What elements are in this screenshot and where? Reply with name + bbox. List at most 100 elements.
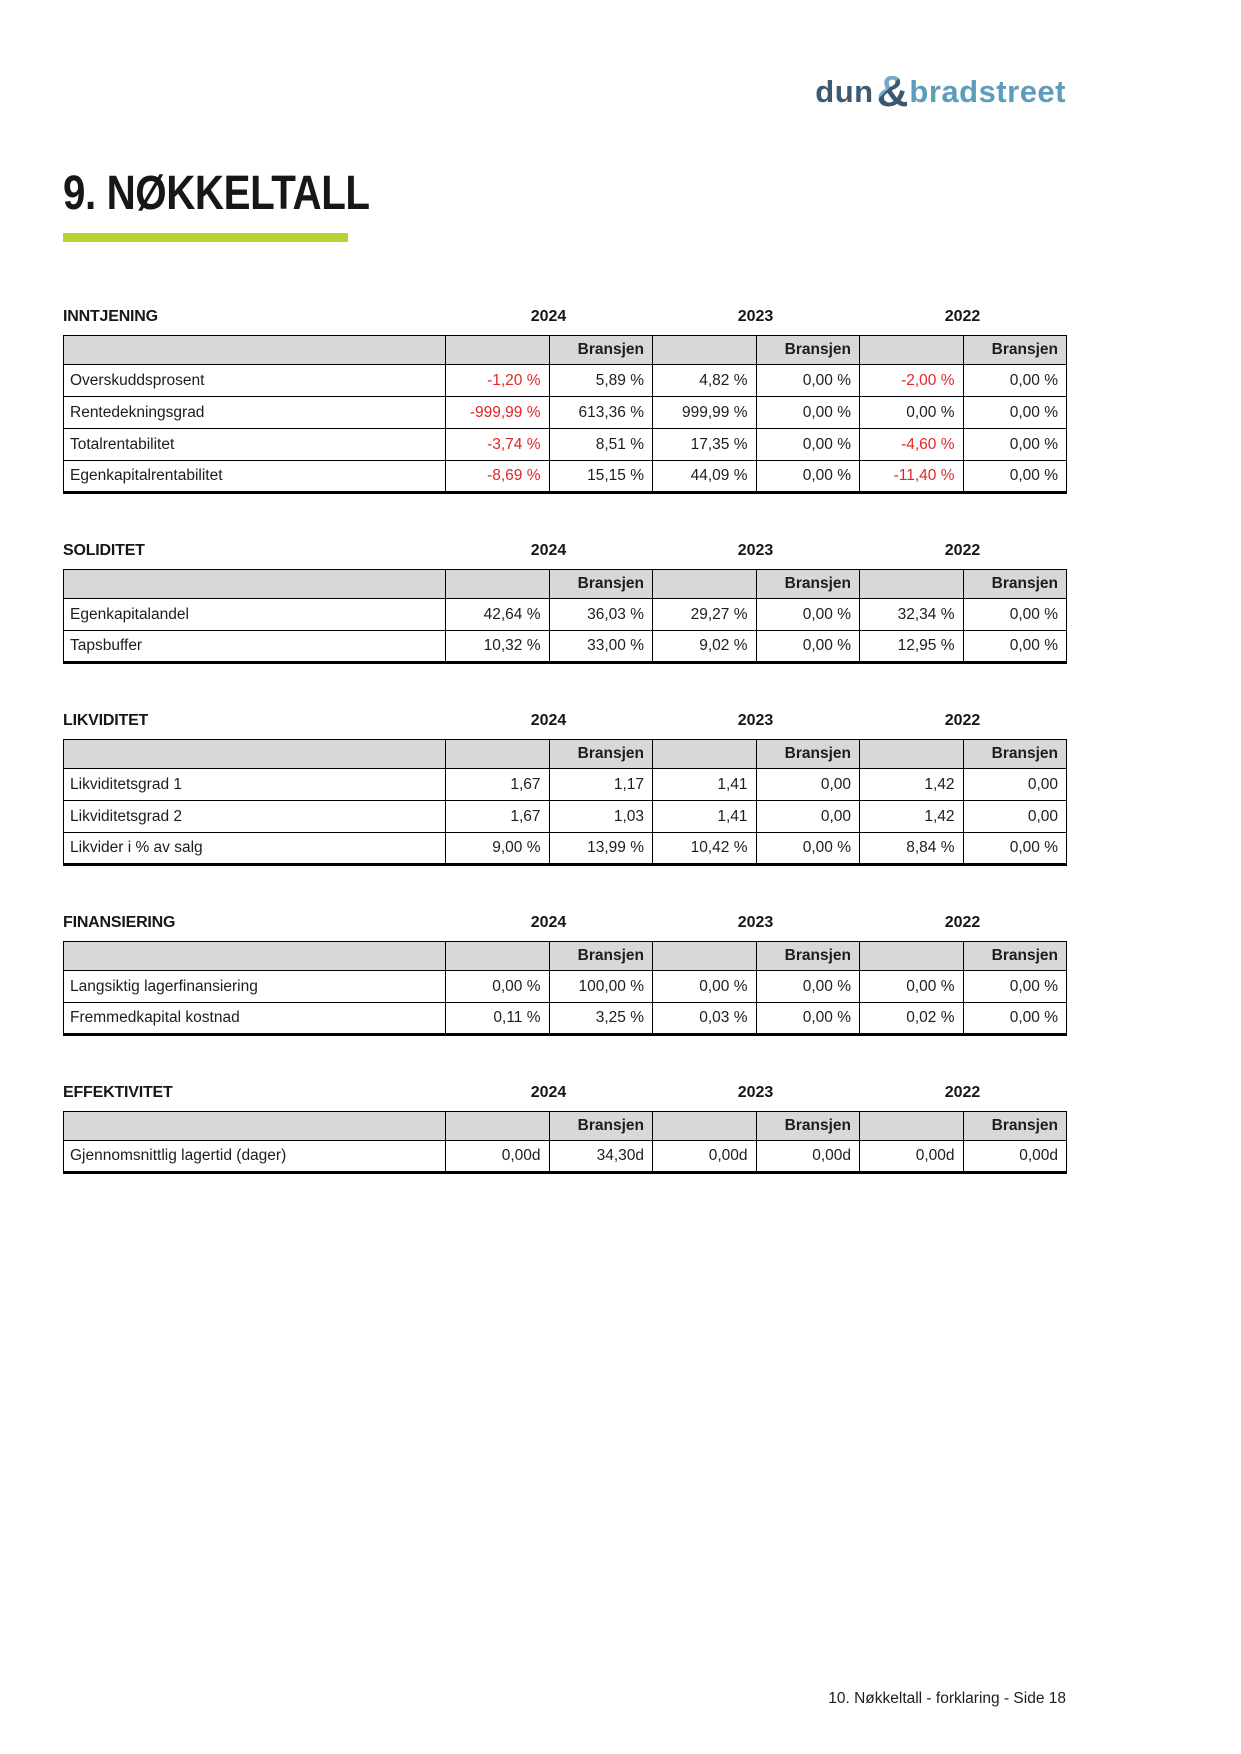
- title-underline-bar: [63, 233, 348, 242]
- row-label: Likviditetsgrad 1: [63, 768, 446, 801]
- year-label: 2022: [944, 712, 981, 729]
- bransjen-header-cell: Bransjen: [755, 569, 860, 599]
- year-label: 2023: [737, 712, 774, 729]
- value-cell: 0,00 %: [445, 970, 550, 1003]
- value-cell: 15,15 %: [548, 460, 653, 493]
- value-cell: 1,67: [445, 800, 550, 833]
- value-cell: 0,00 %: [962, 364, 1067, 397]
- year-label: 2024: [530, 1084, 567, 1101]
- bransjen-header-cell: Bransjen: [962, 1111, 1067, 1141]
- row-label: Likvider i % av salg: [63, 832, 446, 865]
- value-cell: 0,00: [962, 800, 1067, 833]
- logo-ampersand-icon: &: [876, 67, 909, 116]
- value-cell: 0,00 %: [755, 364, 860, 397]
- row-label: Egenkapitalrentabilitet: [63, 460, 446, 493]
- bransjen-header-cell: Bransjen: [548, 1111, 653, 1141]
- section-finansiering: FINANSIERING 2024 2023 2022 Bransjen Bransjen…: [63, 914, 1067, 1036]
- value-cell: 1,42: [859, 768, 964, 801]
- year-label: 2023: [737, 914, 774, 931]
- section-title: SOLIDITET: [63, 542, 145, 559]
- bransjen-header-cell: Bransjen: [755, 335, 860, 365]
- year-value-header-cell: [445, 569, 550, 599]
- value-cell: 0,00 %: [962, 970, 1067, 1003]
- year-value-header-cell: [652, 335, 757, 365]
- bransjen-header-cell: Bransjen: [548, 569, 653, 599]
- value-cell: 0,03 %: [652, 1002, 757, 1035]
- value-cell: 0,00 %: [859, 970, 964, 1003]
- value-cell: 4,82 %: [652, 364, 757, 397]
- table-header-row: Bransjen Bransjen Bransjen: [63, 739, 1067, 769]
- year-label: 2022: [944, 542, 981, 559]
- section-inntjening: INNTJENING 2024 2023 2022 Bransjen Bransjen Br…: [63, 308, 1067, 494]
- bransjen-header-cell: Bransjen: [548, 941, 653, 971]
- value-cell: -999,99 %: [445, 396, 550, 429]
- value-cell: 0,00d: [859, 1140, 964, 1173]
- value-cell: 0,00d: [962, 1140, 1067, 1173]
- value-cell: 32,34 %: [859, 598, 964, 631]
- table-row: Fremmedkapital kostnad 0,11 % 3,25 % 0,03 %…: [63, 1002, 1067, 1035]
- table-row: Likviditetsgrad 1 1,67 1,17 1,41 0,00 1,42 0,0…: [63, 768, 1067, 801]
- header-empty-cell: [63, 941, 446, 971]
- year-label: 2024: [530, 542, 567, 559]
- header-empty-cell: [63, 739, 446, 769]
- value-cell: -4,60 %: [859, 428, 964, 461]
- section-title: FINANSIERING: [63, 914, 176, 931]
- value-cell: 34,30d: [548, 1140, 653, 1173]
- section-title: EFFEKTIVITET: [63, 1084, 173, 1101]
- value-cell: 8,84 %: [859, 832, 964, 865]
- value-cell: 0,11 %: [445, 1002, 550, 1035]
- table-row: Likvider i % av salg 9,00 % 13,99 % 10,42 %…: [63, 832, 1067, 865]
- key-figures-sections: INNTJENING 2024 2023 2022 Bransjen Bransjen Br…: [63, 308, 1067, 1174]
- year-label: 2024: [530, 308, 567, 325]
- table-row: Egenkapitalrentabilitet -8,69 % 15,15 % 44,…: [63, 460, 1067, 493]
- table-row: Egenkapitalandel 42,64 % 36,03 % 29,27 % 0,0…: [63, 598, 1067, 631]
- value-cell: 0,00 %: [755, 630, 860, 663]
- value-cell: 0,00 %: [962, 428, 1067, 461]
- year-value-header-cell: [445, 739, 550, 769]
- section-soliditet: SOLIDITET 2024 2023 2022 Bransjen Bransjen Bra…: [63, 542, 1067, 664]
- value-cell: 0,00 %: [962, 460, 1067, 493]
- table-row: Langsiktig lagerfinansiering 0,00 % 100,00…: [63, 970, 1067, 1003]
- table-row: Likviditetsgrad 2 1,67 1,03 1,41 0,00 1,42 0,0…: [63, 800, 1067, 833]
- value-cell: 10,42 %: [652, 832, 757, 865]
- header-empty-cell: [63, 335, 446, 365]
- value-cell: 0,00 %: [652, 970, 757, 1003]
- year-label: 2023: [737, 308, 774, 325]
- value-cell: 1,17: [548, 768, 653, 801]
- row-label: Gjennomsnittlig lagertid (dager): [63, 1140, 446, 1173]
- page-footer: 10. Nøkkeltall - forklaring - Side 18: [828, 1690, 1066, 1707]
- value-cell: 0,00 %: [755, 1002, 860, 1035]
- section-header-likviditet: LIKVIDITET 2024 2023 2022: [63, 712, 1066, 730]
- value-cell: 0,00: [962, 768, 1067, 801]
- row-label: Overskuddsprosent: [63, 364, 446, 397]
- table-soliditet: Bransjen Bransjen Bransjen Egenkapitalandel…: [63, 569, 1067, 664]
- logo-text-bradstreet: bradstreet: [909, 74, 1066, 109]
- table-header-row: Bransjen Bransjen Bransjen: [63, 335, 1067, 365]
- value-cell: 8,51 %: [548, 428, 653, 461]
- value-cell: 0,00 %: [755, 970, 860, 1003]
- table-finansiering: Bransjen Bransjen Bransjen Langsiktig lager…: [63, 941, 1067, 1036]
- bransjen-header-cell: Bransjen: [755, 739, 860, 769]
- bransjen-header-cell: Bransjen: [548, 739, 653, 769]
- value-cell: 42,64 %: [445, 598, 550, 631]
- logo-text-dun: dun: [815, 74, 874, 109]
- value-cell: 0,00d: [755, 1140, 860, 1173]
- table-header-row: Bransjen Bransjen Bransjen: [63, 941, 1067, 971]
- value-cell: 13,99 %: [548, 832, 653, 865]
- year-value-header-cell: [859, 569, 964, 599]
- year-label: 2023: [737, 542, 774, 559]
- value-cell: 1,67: [445, 768, 550, 801]
- value-cell: 0,00: [755, 768, 860, 801]
- table-row: Rentedekningsgrad -999,99 % 613,36 % 999,99…: [63, 396, 1067, 429]
- value-cell: 1,42: [859, 800, 964, 833]
- value-cell: 0,00 %: [755, 598, 860, 631]
- row-label: Egenkapitalandel: [63, 598, 446, 631]
- table-row: Gjennomsnittlig lagertid (dager) 0,00d 34,…: [63, 1140, 1067, 1173]
- year-value-header-cell: [652, 739, 757, 769]
- year-value-header-cell: [652, 1111, 757, 1141]
- value-cell: 12,95 %: [859, 630, 964, 663]
- value-cell: 0,00: [755, 800, 860, 833]
- section-title: LIKVIDITET: [63, 712, 149, 729]
- page-title-text: 9. NØKKELTALL: [63, 167, 370, 220]
